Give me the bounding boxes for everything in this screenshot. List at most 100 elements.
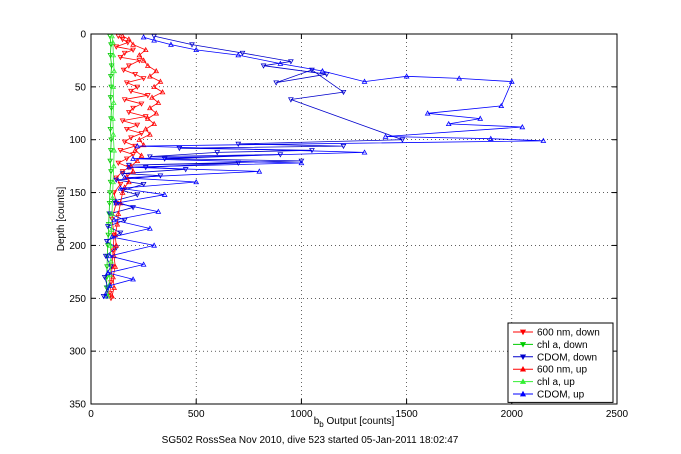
data-point [130, 155, 136, 161]
data-point [136, 52, 143, 58]
data-point [140, 76, 147, 82]
data-point [149, 94, 155, 100]
data-point [144, 62, 151, 68]
data-point [151, 37, 157, 43]
data-point [108, 42, 114, 48]
data-point [108, 105, 115, 112]
data-point [104, 269, 111, 276]
data-point [111, 284, 118, 290]
data-point [477, 115, 484, 121]
data-point [151, 242, 157, 248]
data-point [121, 174, 128, 180]
data-point [168, 41, 174, 47]
x-tick-label: 2500 [606, 409, 629, 420]
data-point [111, 252, 118, 259]
data-point [117, 230, 124, 236]
data-point [399, 137, 406, 143]
data-point [108, 258, 114, 264]
data-point [109, 233, 115, 240]
data-point [130, 152, 136, 158]
data-point [134, 143, 141, 149]
legend-marker [519, 354, 527, 361]
y-tick-label: 0 [80, 30, 86, 41]
data-point [107, 290, 113, 297]
data-point [235, 141, 242, 147]
data-point [110, 99, 117, 105]
legend-entry-label: 600 nm, down [537, 328, 600, 339]
legend-marker [519, 390, 527, 397]
data-point [193, 46, 200, 53]
data-point [110, 39, 116, 45]
series-line [111, 35, 164, 297]
data-point [105, 232, 112, 238]
data-point [125, 164, 132, 170]
data-point [147, 225, 153, 231]
data-point [140, 181, 147, 188]
legend-entry-label: chl a, up [537, 377, 575, 388]
data-point [138, 101, 145, 107]
data-point [340, 89, 347, 96]
data-point [125, 63, 132, 69]
data-point [108, 280, 114, 286]
data-point [134, 192, 141, 198]
series-line [105, 36, 544, 297]
data-point [134, 84, 141, 90]
legend-entry-label: chl a, down [537, 340, 588, 351]
data-point [288, 59, 294, 65]
legend-box [507, 322, 614, 403]
legend-entry-label: 600 nm, up [537, 365, 587, 376]
x-tick-label: 500 [188, 409, 205, 420]
data-point [140, 141, 147, 148]
data-point [239, 50, 246, 57]
y-tick-label: 150 [69, 188, 86, 199]
data-point [119, 171, 126, 177]
data-point [113, 242, 120, 248]
data-point [110, 178, 116, 185]
data-point [111, 147, 118, 153]
data-point [161, 191, 168, 197]
data-point [103, 239, 110, 245]
series-5 [102, 34, 547, 299]
x-tick-label: 1000 [290, 409, 313, 420]
data-point [487, 135, 494, 141]
x-axis-label-main: b [314, 416, 320, 427]
data-point [361, 78, 368, 84]
data-point [159, 89, 166, 95]
data-point [155, 99, 162, 105]
data-point [128, 135, 134, 141]
x-tick-label: 1500 [395, 409, 418, 420]
data-point [117, 181, 124, 188]
data-point [110, 83, 116, 90]
data-point [128, 163, 134, 169]
data-point [121, 50, 128, 57]
data-point [340, 143, 347, 150]
data-point [508, 78, 515, 84]
data-point [107, 52, 114, 59]
data-point [273, 80, 280, 86]
data-point [424, 110, 431, 116]
data-point [108, 84, 115, 90]
data-point [144, 115, 151, 121]
data-point [189, 42, 195, 48]
data-point [147, 104, 153, 111]
x-tick-label: 2000 [501, 409, 524, 420]
data-point [138, 131, 145, 137]
data-point [456, 75, 463, 81]
legend-marker [519, 342, 527, 348]
data-point [130, 276, 136, 282]
data-point [161, 156, 168, 162]
data-point [130, 47, 136, 53]
data-point [107, 126, 114, 133]
data-point [288, 97, 294, 103]
data-point [182, 167, 189, 173]
data-point [111, 67, 118, 74]
data-point [109, 194, 116, 201]
data-point [153, 110, 160, 116]
data-point [136, 58, 143, 64]
data-point [147, 73, 153, 79]
data-point [110, 163, 117, 169]
data-point [144, 93, 151, 99]
legend-marker [519, 365, 527, 372]
